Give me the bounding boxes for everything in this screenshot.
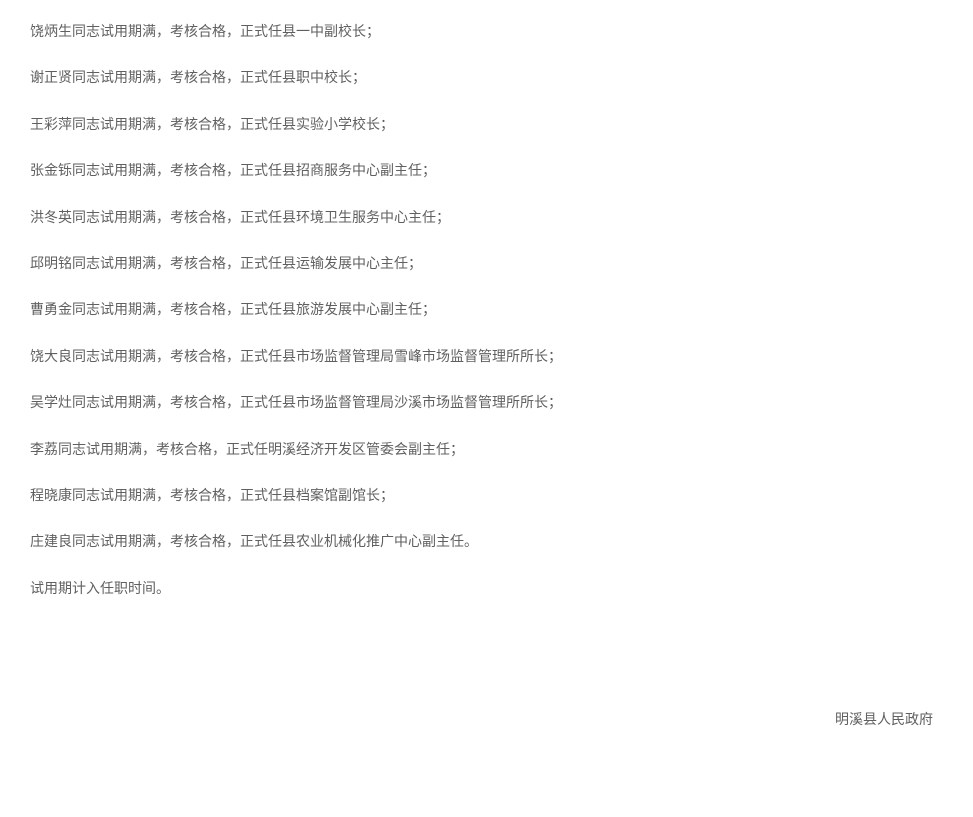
appointment-line: 饶炳生同志试用期满，考核合格，正式任县一中副校长； bbox=[30, 20, 943, 42]
appointment-line: 李荔同志试用期满，考核合格，正式任明溪经济开发区管委会副主任； bbox=[30, 438, 943, 460]
appointment-line: 程晓康同志试用期满，考核合格，正式任县档案馆副馆长； bbox=[30, 484, 943, 506]
appointment-line: 王彩萍同志试用期满，考核合格，正式任县实验小学校长； bbox=[30, 113, 943, 135]
appointment-line: 张金铄同志试用期满，考核合格，正式任县招商服务中心副主任； bbox=[30, 159, 943, 181]
signature: 明溪县人民政府 bbox=[30, 709, 943, 729]
appointment-line: 洪冬英同志试用期满，考核合格，正式任县环境卫生服务中心主任； bbox=[30, 206, 943, 228]
appointment-line: 庄建良同志试用期满，考核合格，正式任县农业机械化推广中心副主任。 bbox=[30, 530, 943, 552]
closing-note: 试用期计入任职时间。 bbox=[30, 577, 943, 599]
appointment-line: 吴学灶同志试用期满，考核合格，正式任县市场监督管理局沙溪市场监督管理所所长； bbox=[30, 391, 943, 413]
appointment-line: 曹勇金同志试用期满，考核合格，正式任县旅游发展中心副主任； bbox=[30, 298, 943, 320]
document-container: 饶炳生同志试用期满，考核合格，正式任县一中副校长； 谢正贤同志试用期满，考核合格… bbox=[30, 20, 943, 729]
appointment-line: 饶大良同志试用期满，考核合格，正式任县市场监督管理局雪峰市场监督管理所所长； bbox=[30, 345, 943, 367]
appointment-line: 谢正贤同志试用期满，考核合格，正式任县职中校长； bbox=[30, 66, 943, 88]
appointment-line: 邱明铭同志试用期满，考核合格，正式任县运输发展中心主任； bbox=[30, 252, 943, 274]
